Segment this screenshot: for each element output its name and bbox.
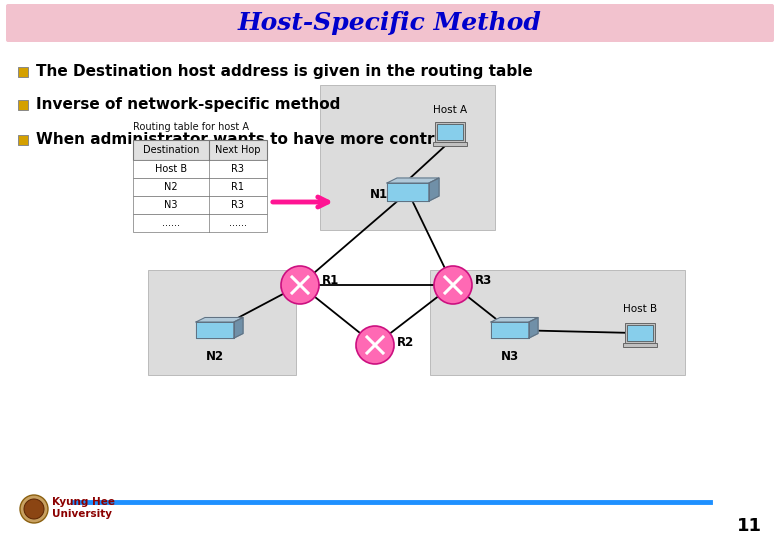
Ellipse shape <box>433 282 473 294</box>
Text: ......: ...... <box>229 218 247 228</box>
FancyBboxPatch shape <box>430 270 685 375</box>
Polygon shape <box>491 322 529 338</box>
Circle shape <box>20 495 48 523</box>
Polygon shape <box>387 178 439 183</box>
Text: Destination: Destination <box>143 145 199 155</box>
FancyBboxPatch shape <box>623 343 657 347</box>
Circle shape <box>24 499 44 519</box>
Text: Host B: Host B <box>623 304 657 314</box>
Text: Next Hop: Next Hop <box>215 145 261 155</box>
FancyBboxPatch shape <box>433 142 467 146</box>
Ellipse shape <box>355 342 395 354</box>
Text: R3: R3 <box>232 164 244 174</box>
Text: R1: R1 <box>232 182 244 192</box>
Text: R3: R3 <box>475 274 492 287</box>
Text: University: University <box>52 509 112 519</box>
Polygon shape <box>429 178 439 201</box>
FancyBboxPatch shape <box>6 4 774 42</box>
FancyBboxPatch shape <box>18 67 28 77</box>
Ellipse shape <box>280 282 320 294</box>
Circle shape <box>434 266 472 304</box>
Text: N2: N2 <box>164 182 178 192</box>
FancyBboxPatch shape <box>627 325 653 341</box>
Text: Host B: Host B <box>155 164 187 174</box>
Text: ......: ...... <box>162 218 180 228</box>
Text: N1: N1 <box>370 187 388 200</box>
FancyBboxPatch shape <box>18 135 28 145</box>
Polygon shape <box>196 322 234 338</box>
Text: N2: N2 <box>206 349 224 362</box>
Text: R1: R1 <box>322 274 339 287</box>
Text: The Destination host address is given in the routing table: The Destination host address is given in… <box>36 64 533 79</box>
FancyBboxPatch shape <box>437 124 463 140</box>
Text: N3: N3 <box>501 349 519 362</box>
Circle shape <box>281 266 319 304</box>
FancyBboxPatch shape <box>133 178 267 196</box>
Text: N3: N3 <box>165 200 178 210</box>
Polygon shape <box>196 318 243 322</box>
Text: R3: R3 <box>232 200 244 210</box>
FancyBboxPatch shape <box>625 323 655 343</box>
Text: Kyung Hee: Kyung Hee <box>52 497 115 507</box>
Text: Inverse of network-specific method: Inverse of network-specific method <box>36 97 340 112</box>
FancyBboxPatch shape <box>133 160 267 178</box>
FancyBboxPatch shape <box>435 122 465 142</box>
FancyBboxPatch shape <box>18 100 28 110</box>
Text: When administrator wants to have more control: When administrator wants to have more co… <box>36 132 450 147</box>
Text: Host-Specific Method: Host-Specific Method <box>238 11 542 35</box>
Circle shape <box>356 326 394 364</box>
Text: Host A: Host A <box>433 105 467 115</box>
Polygon shape <box>491 318 538 322</box>
Polygon shape <box>234 318 243 338</box>
Text: R2: R2 <box>397 336 414 349</box>
FancyBboxPatch shape <box>133 214 267 232</box>
Polygon shape <box>529 318 538 338</box>
FancyBboxPatch shape <box>133 140 267 160</box>
FancyBboxPatch shape <box>320 85 495 230</box>
Text: Routing table for host A: Routing table for host A <box>133 122 249 132</box>
FancyBboxPatch shape <box>133 196 267 214</box>
FancyBboxPatch shape <box>148 270 296 375</box>
Polygon shape <box>387 183 429 201</box>
Text: 11: 11 <box>737 517 762 535</box>
